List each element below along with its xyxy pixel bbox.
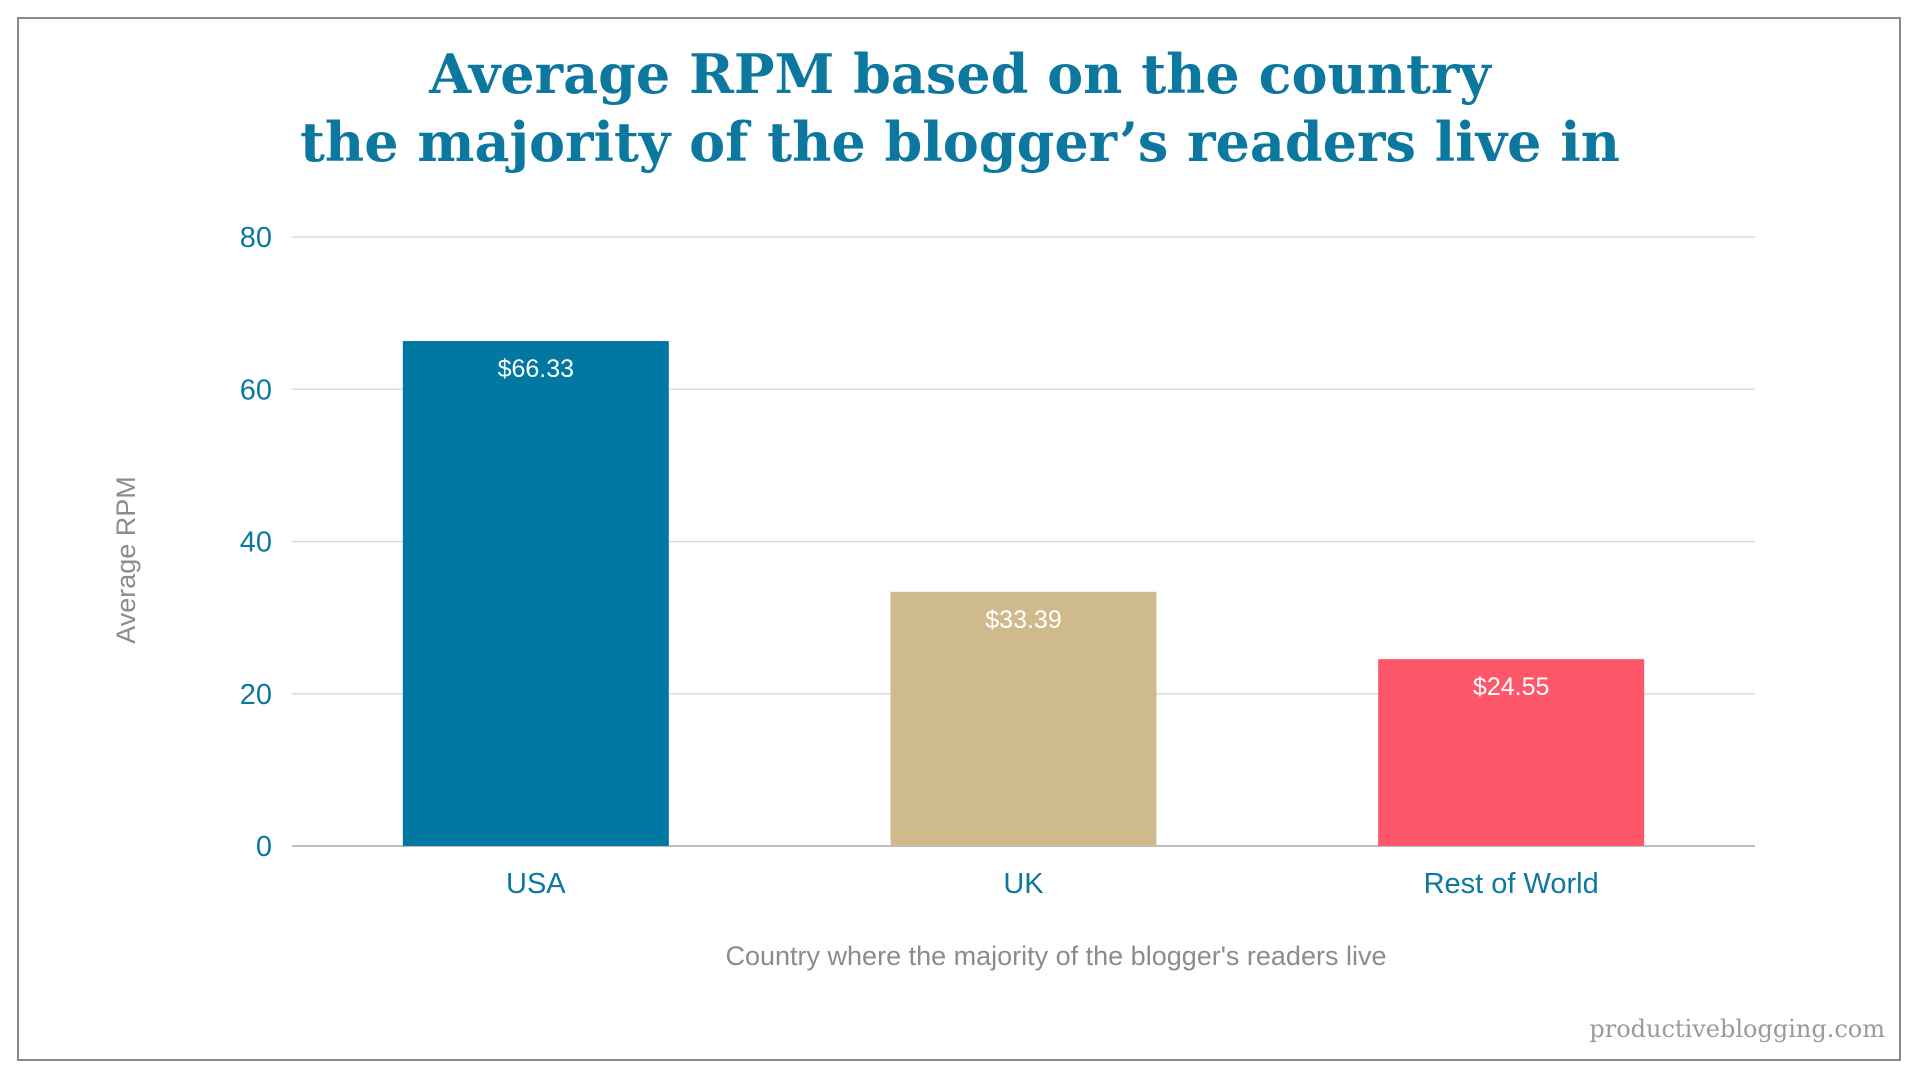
x-axis-ticks: USA UK Rest of World bbox=[506, 868, 1599, 900]
bar-rest-of-world bbox=[1378, 659, 1645, 846]
data-label: $24.55 bbox=[1473, 673, 1549, 701]
data-labels: $66.33 $33.39 $24.55 bbox=[498, 355, 1550, 701]
y-tick-label: 0 bbox=[256, 831, 272, 863]
x-axis-title: Country where the majority of the blogge… bbox=[726, 941, 1387, 971]
x-tick-label: USA bbox=[506, 868, 566, 900]
y-tick-label: 20 bbox=[240, 679, 272, 711]
x-tick-label: Rest of World bbox=[1424, 868, 1599, 900]
y-axis-ticks: 0 20 40 60 80 bbox=[240, 222, 272, 863]
y-tick-label: 40 bbox=[240, 527, 272, 559]
bars bbox=[402, 341, 1645, 846]
y-axis-title: Average RPM bbox=[111, 476, 141, 644]
bar-usa bbox=[402, 341, 669, 846]
y-tick-label: 80 bbox=[240, 222, 272, 254]
data-label: $33.39 bbox=[985, 606, 1061, 634]
bar-uk bbox=[890, 591, 1157, 846]
source-credit: productiveblogging.com bbox=[1589, 1015, 1885, 1043]
data-label: $66.33 bbox=[498, 355, 574, 383]
x-tick-label: UK bbox=[1003, 868, 1044, 900]
chart-frame bbox=[17, 17, 1901, 1061]
chart-title-line-1: Average RPM based on the country bbox=[429, 42, 1491, 106]
chart-title-line-2: the majority of the blogger’s readers li… bbox=[299, 110, 1621, 174]
y-tick-label: 60 bbox=[240, 374, 272, 406]
